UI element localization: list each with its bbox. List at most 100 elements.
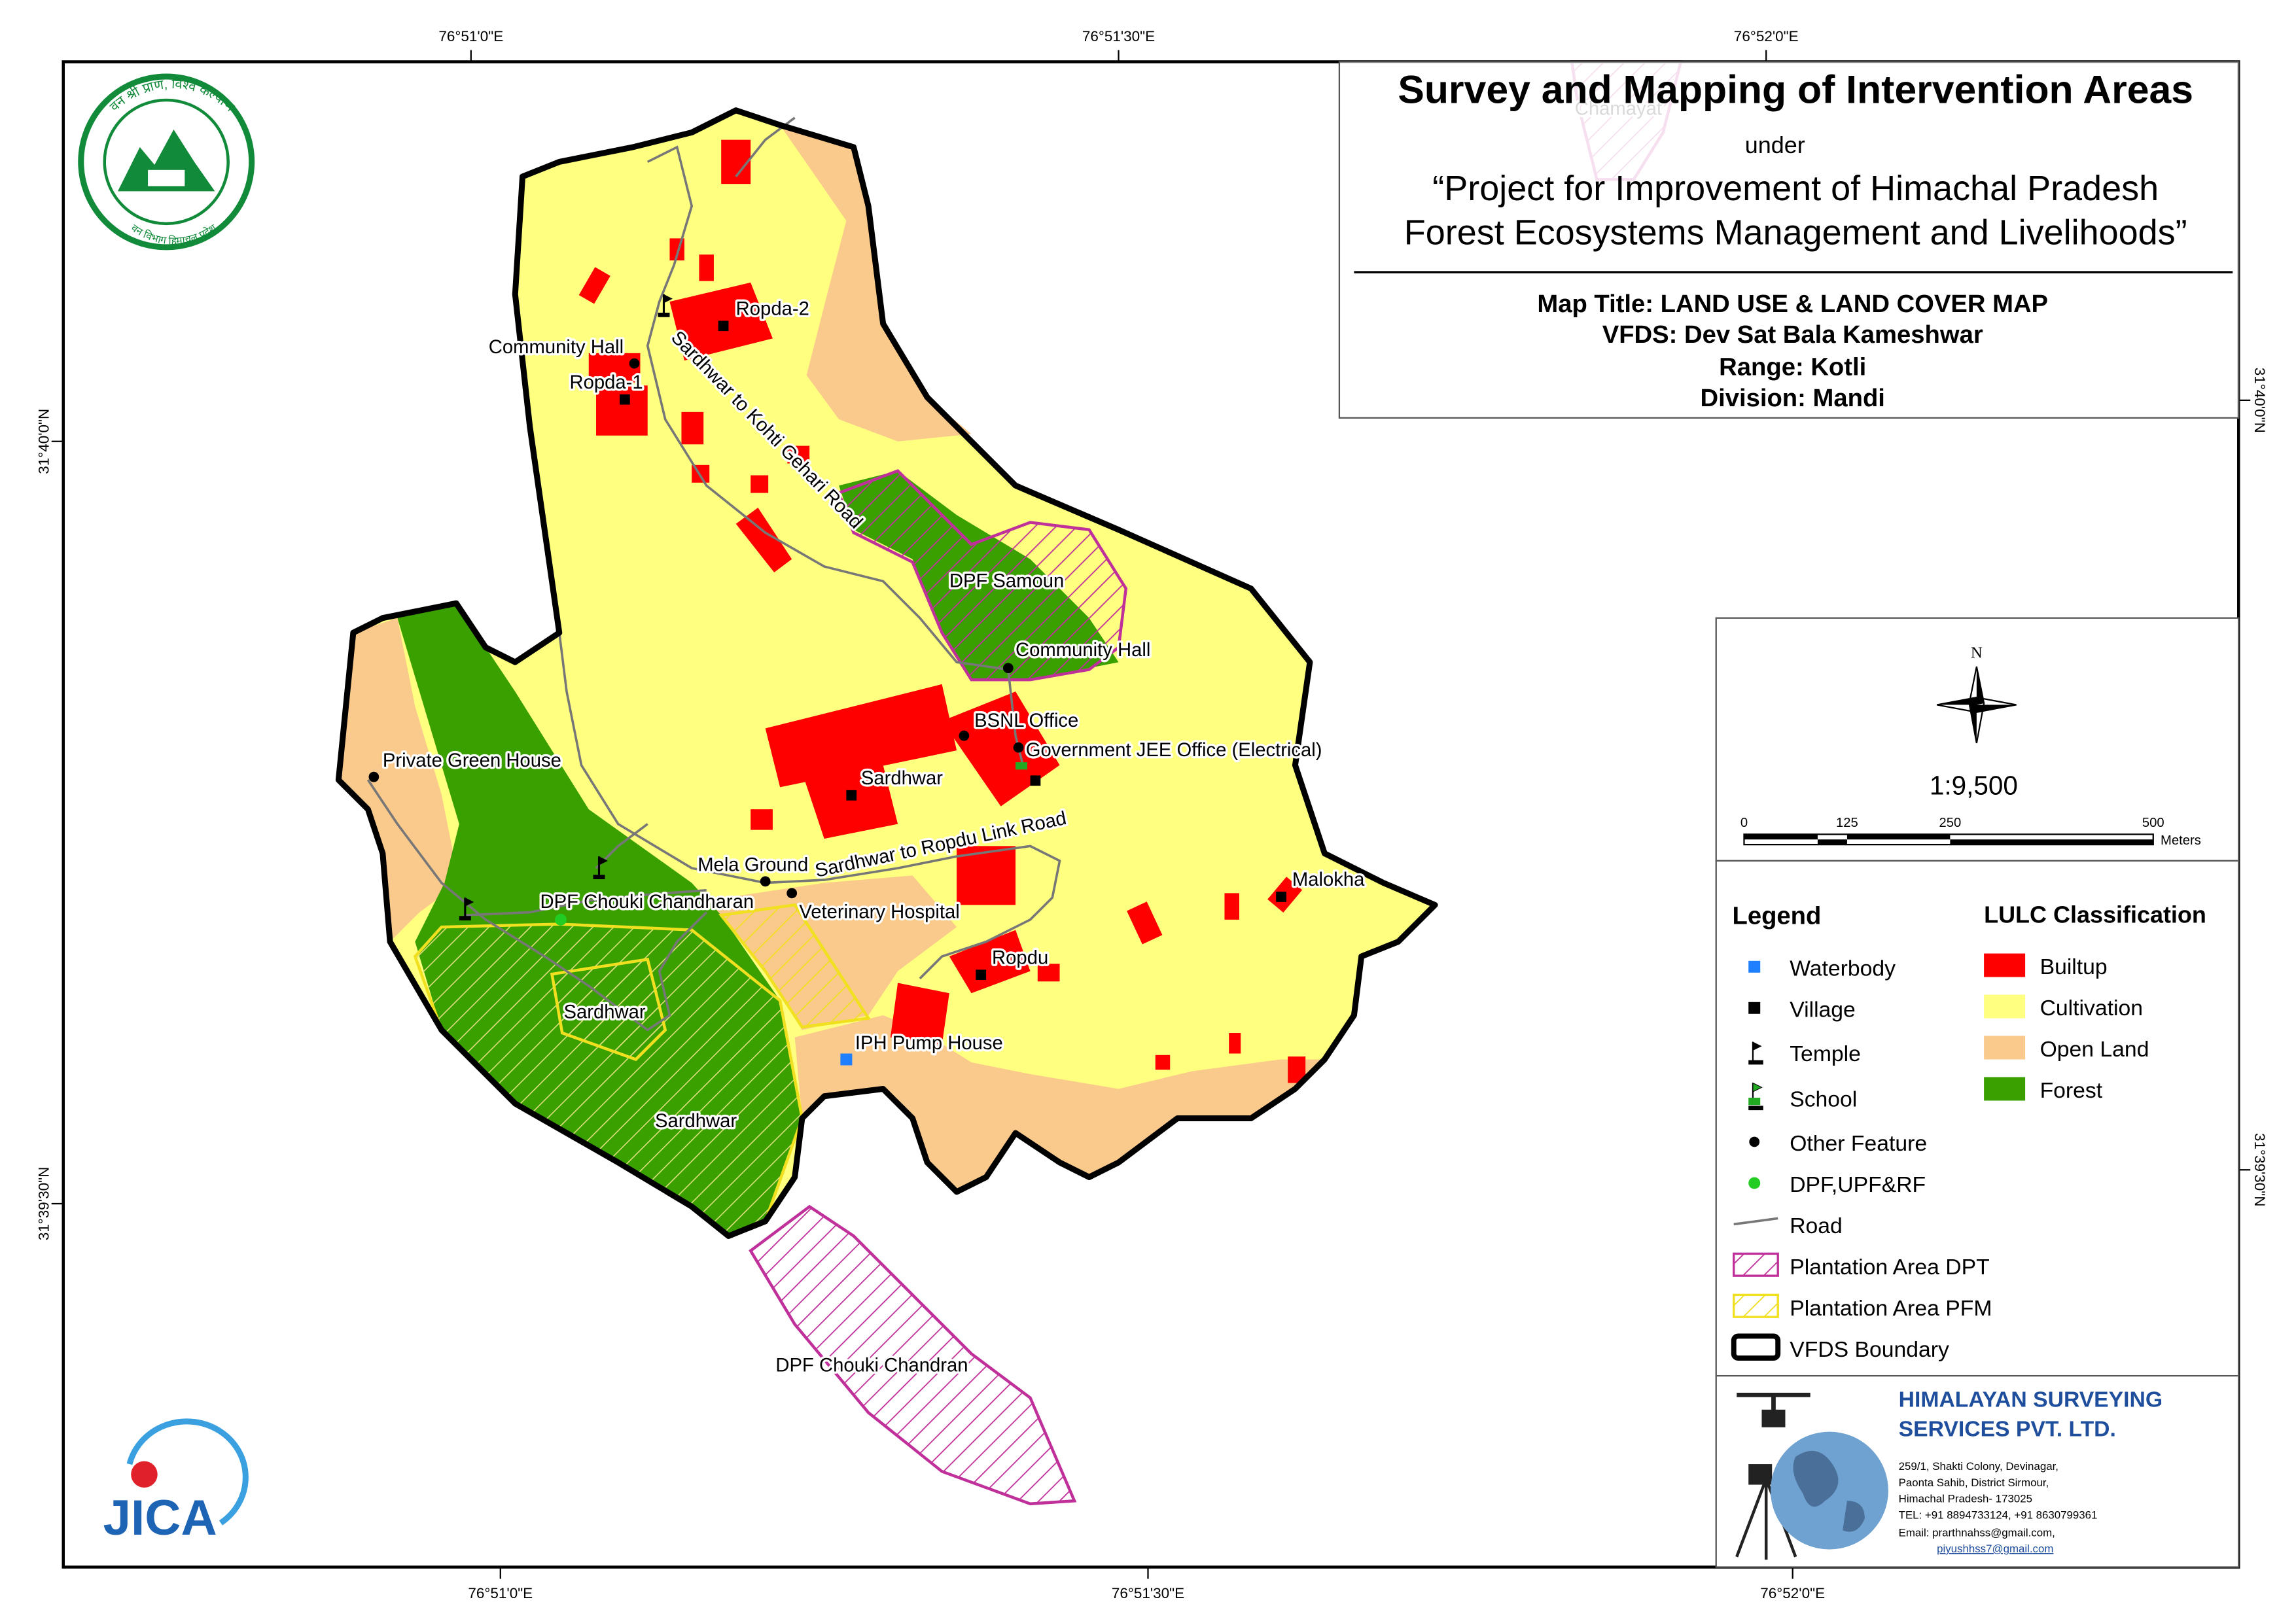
label: 76°52'0"E xyxy=(1760,1585,1825,1601)
label: JICA xyxy=(103,1490,217,1546)
map-area-part-part xyxy=(459,898,474,918)
label: Road xyxy=(1790,1213,1843,1238)
grid-ticks-part xyxy=(51,50,2251,1579)
label: Map Title: LAND USE & LAND COVER MAP xyxy=(1537,290,2048,318)
legend-part xyxy=(1749,1136,1760,1147)
map-area-part-part xyxy=(619,394,630,405)
map-area-part-part xyxy=(760,876,771,887)
label: Open Land xyxy=(2040,1037,2149,1062)
place-label: Veterinary Hospital xyxy=(799,902,959,923)
label: 76°51'0"E xyxy=(438,28,503,44)
map-area-part-part xyxy=(1002,663,1014,674)
map-area-part-part xyxy=(596,385,648,436)
title-block-part xyxy=(1338,61,2240,419)
place-label: Mela Ground xyxy=(698,855,808,876)
label: 259/1, Shakti Colony, Devinagar, xyxy=(1899,1460,2058,1473)
map-area-part-part xyxy=(681,411,704,445)
label: Village xyxy=(1790,997,1856,1022)
map-area-part-part xyxy=(1013,742,1024,753)
label: “Project for Improvement of Himachal Pra… xyxy=(1432,169,2159,208)
scale-block-part xyxy=(1817,839,1847,845)
map-area-part-part xyxy=(1276,892,1286,902)
map-area-part xyxy=(338,618,459,942)
map-area-part xyxy=(840,1053,853,1066)
label: 0 xyxy=(1740,816,1748,830)
label: 31°40'0"N xyxy=(2252,368,2268,433)
place-label: DPF Chouki Chandharan xyxy=(540,892,754,913)
label: Survey and Mapping of Intervention Areas xyxy=(1398,67,2193,111)
map-area-part-part xyxy=(1037,964,1060,982)
grid-ticks xyxy=(51,50,2251,1579)
label: VFDS: Dev Sat Bala Kameshwar xyxy=(1602,321,1983,349)
label: SERVICES PVT. LTD. xyxy=(1899,1416,2116,1441)
label: Himachal Pradesh- 173025 xyxy=(1899,1493,2032,1505)
map-area-part-part xyxy=(802,765,898,839)
label: 250 xyxy=(1939,816,1961,830)
label: LULC Classification xyxy=(1984,901,2206,928)
place-label: BSNL Office xyxy=(974,710,1078,731)
forest-logo-part xyxy=(117,129,215,192)
label: TEL: +91 8894733124, +91 8630799361 xyxy=(1899,1509,2098,1521)
label: Forest Ecosystems Management and Livelih… xyxy=(1404,213,2187,252)
map-area-part-part xyxy=(959,730,970,741)
legend-part xyxy=(1752,1041,1762,1051)
label: VFDS Boundary xyxy=(1790,1337,1949,1362)
label: 76°51'30"E xyxy=(1112,1585,1184,1601)
place-label: Sardhwar xyxy=(655,1111,737,1132)
map-area-part-part xyxy=(1030,775,1041,786)
legend-part xyxy=(1731,1333,1781,1361)
label: Meters xyxy=(2161,833,2201,848)
map-area-part xyxy=(550,958,667,1062)
scale-block-part: 0 125 250 500 xyxy=(1740,816,2164,830)
forest-logo: वन श्री प्राण, विश्व कल्याण वन विभाग हिम… xyxy=(78,73,255,251)
place-label: DPF Chouki Chandran xyxy=(775,1355,968,1376)
map-area-part-part xyxy=(463,889,707,916)
map-area-part-part xyxy=(751,809,773,830)
legend-part xyxy=(1748,960,1761,973)
label: Builtup xyxy=(2040,954,2108,979)
place-label: DPF Samoun xyxy=(949,570,1064,591)
label: N xyxy=(1971,644,1983,661)
map-area-part-part xyxy=(976,969,987,981)
map-area-part-part xyxy=(846,790,857,801)
map-area-part xyxy=(368,294,1286,981)
legend-part xyxy=(1748,1177,1761,1189)
legend-part xyxy=(1752,1082,1763,1092)
legend-part xyxy=(1984,994,2026,1019)
legend-part xyxy=(1733,1217,1778,1226)
label: School xyxy=(1790,1087,1857,1111)
label: Cultivation xyxy=(2040,996,2143,1021)
place-label: Ropda-1 xyxy=(570,372,643,393)
place-label: Sardhwar xyxy=(861,768,943,789)
map-area-part-part xyxy=(1224,893,1239,920)
map-area-part-part xyxy=(890,983,949,1045)
place-label: Ropdu xyxy=(992,947,1048,968)
label: 76°52'0"E xyxy=(1734,28,1799,44)
label: 500 xyxy=(2142,816,2164,830)
legend-part xyxy=(1748,1097,1761,1106)
label: Division: Mandi xyxy=(1700,384,1884,412)
jica-logo-part xyxy=(126,1418,249,1526)
label: 31°40'0"N xyxy=(35,409,52,474)
company-block-part xyxy=(1748,1464,1773,1485)
legend-part xyxy=(1733,1293,1779,1318)
place-label: IPH Pump House xyxy=(855,1033,1003,1054)
map-area-part-part xyxy=(699,254,714,281)
map-area-part xyxy=(1016,762,1028,770)
label: Temple xyxy=(1790,1041,1861,1066)
jica-logo-part xyxy=(131,1461,158,1488)
map-area-part xyxy=(794,1015,1325,1192)
forest-logo-part xyxy=(146,168,186,188)
legend-part xyxy=(1984,953,2026,977)
legend-part xyxy=(1748,1002,1761,1014)
map-area xyxy=(335,60,1683,1506)
label: Forest xyxy=(2040,1078,2103,1103)
label: Email: prarthnahss@gmail.com, xyxy=(1899,1526,2055,1539)
map-area-part-part xyxy=(658,294,673,315)
jica-logo: JICA xyxy=(103,1418,249,1546)
map-area-part xyxy=(464,294,665,918)
legend-part xyxy=(1984,1036,2026,1060)
label: under xyxy=(1745,131,1805,158)
